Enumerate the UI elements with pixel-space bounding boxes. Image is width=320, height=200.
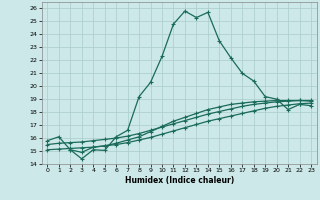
X-axis label: Humidex (Indice chaleur): Humidex (Indice chaleur) <box>124 176 234 185</box>
